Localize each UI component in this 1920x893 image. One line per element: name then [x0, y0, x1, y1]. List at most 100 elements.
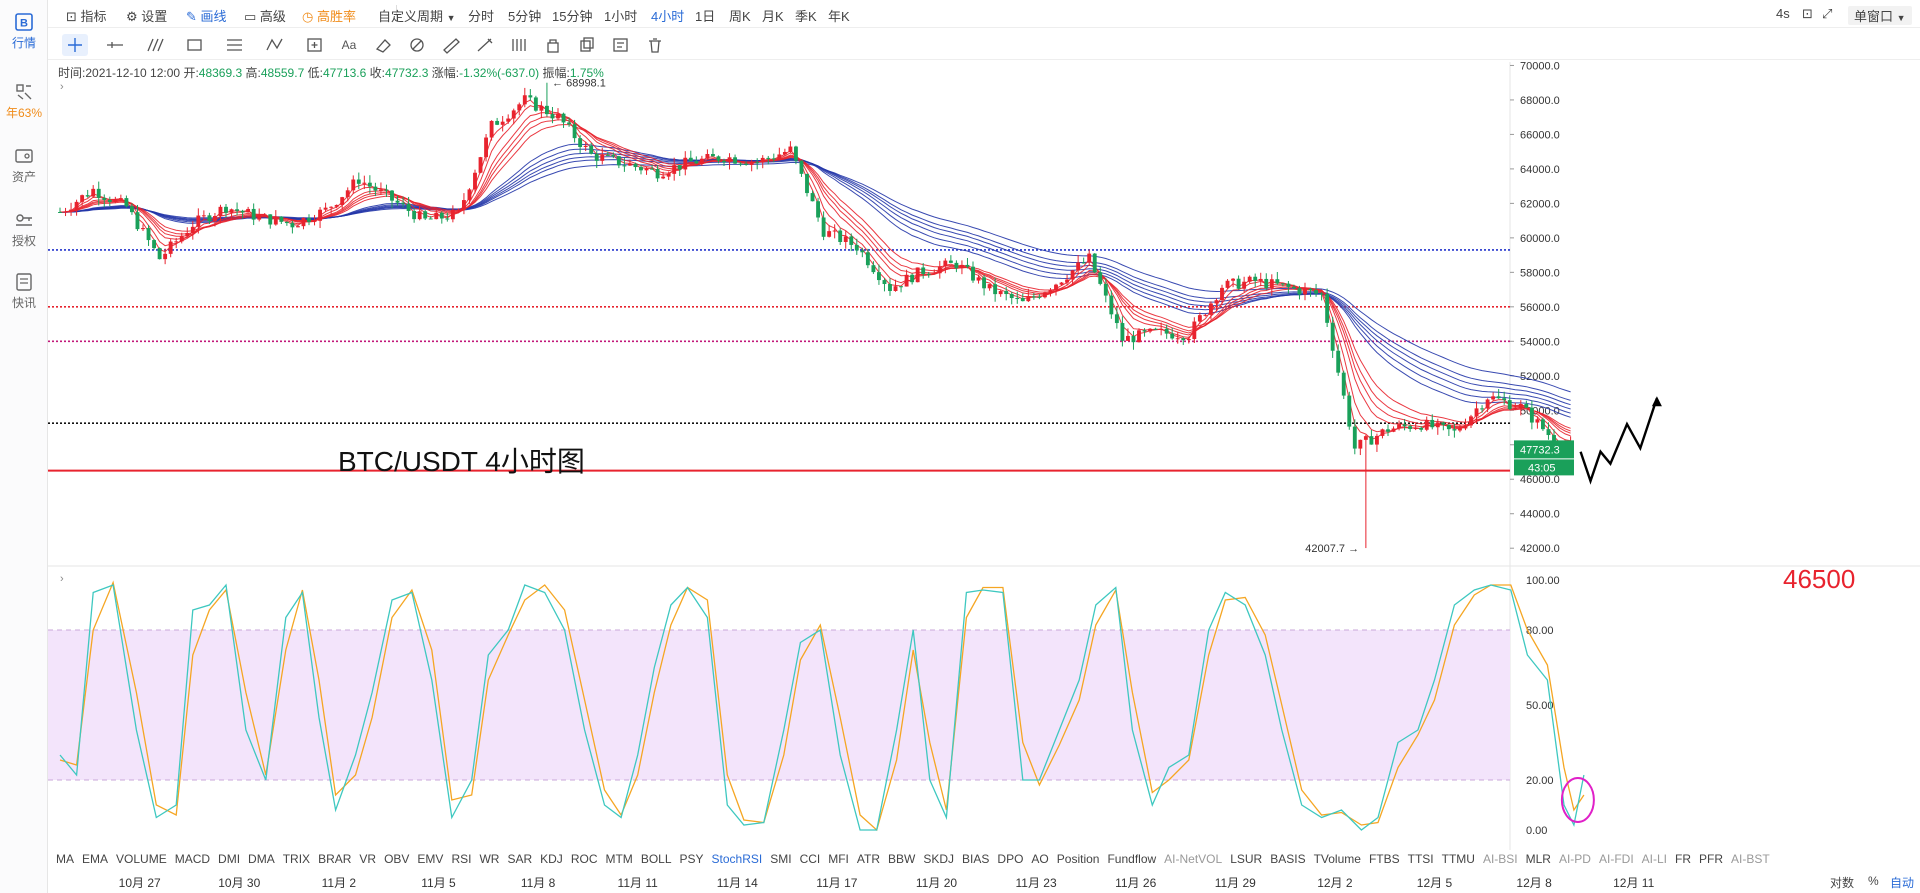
period-tab[interactable]: 1日 [695, 9, 716, 24]
indicator-tab[interactable]: CCI [799, 852, 821, 866]
indicator-tab[interactable]: BRAR [318, 852, 352, 866]
settings-button[interactable]: ⚙ 设置 [126, 6, 167, 25]
period-tab-active[interactable]: 4小时 [651, 9, 685, 24]
win-rate-button[interactable]: ◷ 高胜率 [302, 6, 356, 25]
screenshot-icon[interactable]: ⊡ [1802, 6, 1813, 21]
horizontal-line-tool[interactable] [102, 34, 128, 56]
period-tab[interactable]: 周K [729, 9, 751, 24]
delete-tool[interactable] [642, 34, 668, 56]
candle-body [722, 160, 726, 163]
indicators-button[interactable]: ⊡ 指标 [66, 6, 107, 25]
indicator-tab[interactable]: OBV [384, 852, 410, 866]
indicator-tab[interactable]: VOLUME [116, 852, 167, 866]
eraser-tool[interactable] [370, 34, 396, 56]
nav-item-market[interactable]: B 行情 [0, 12, 48, 51]
lock-tool[interactable] [540, 34, 566, 56]
indicator-tab[interactable]: AI-NetVOL [1164, 852, 1223, 866]
indicator-tab[interactable]: MLR [1525, 852, 1551, 866]
nav-item-news[interactable]: 快讯 [0, 272, 48, 311]
indicator-tab[interactable]: BASIS [1270, 852, 1306, 866]
nav-item-strategy[interactable]: 年63% [0, 82, 48, 121]
indicator-tab[interactable]: BOLL [640, 852, 672, 866]
copy-tool[interactable] [574, 34, 600, 56]
indicator-tab[interactable]: MACD [174, 852, 211, 866]
indicator-tab[interactable]: TVolume [1313, 852, 1361, 866]
indicator-tab[interactable]: FR [1675, 852, 1691, 866]
period-tab[interactable]: 5分钟 [508, 9, 542, 24]
indicator-tab[interactable]: SKDJ [923, 852, 955, 866]
indicator-tab[interactable]: PFR [1699, 852, 1723, 866]
window-mode-dropdown[interactable]: 单窗口 ▼ [1848, 6, 1912, 25]
period-tab[interactable]: 15分钟 [552, 9, 593, 24]
refresh-interval[interactable]: 4s [1776, 6, 1790, 21]
indicator-tab[interactable]: MFI [828, 852, 849, 866]
indicator-tab[interactable]: AI-BST [1731, 852, 1770, 866]
indicator-tab[interactable]: DPO [997, 852, 1024, 866]
indicator-tab[interactable]: DMA [248, 852, 275, 866]
period-tab[interactable]: 分时 [468, 9, 495, 24]
indicator-tab[interactable]: AI-LI [1641, 852, 1667, 866]
indicator-tab[interactable]: PSY [679, 852, 704, 866]
indicator-tab[interactable]: SAR [507, 852, 533, 866]
pattern-tool[interactable] [262, 34, 288, 56]
rectangle-tool[interactable] [182, 34, 208, 56]
candle-body [1336, 350, 1341, 373]
price-chart[interactable]: 70000.0 68000.0 66000.0 64000.0 62000.0 60000… [48, 62, 1920, 872]
indicator-tab[interactable]: TRIX [282, 852, 311, 866]
indicator-tab[interactable]: LSUR [1230, 852, 1263, 866]
indicator-tab[interactable]: TTSI [1407, 852, 1434, 866]
ruler-tool[interactable] [438, 34, 464, 56]
indicator-tab[interactable]: BIAS [962, 852, 990, 866]
indicator-tab[interactable]: StochRSI [711, 852, 763, 866]
indicator-tab[interactable]: TTMU [1441, 852, 1475, 866]
fib-tool[interactable] [222, 34, 248, 56]
brush-tool[interactable] [472, 34, 498, 56]
text-tool[interactable]: Aa [336, 34, 362, 56]
measure-tool[interactable] [302, 34, 328, 56]
custom-period-dropdown[interactable]: 自定义周期 ▼ [378, 6, 456, 25]
indicator-tab[interactable]: DMI [218, 852, 241, 866]
indicator-tab[interactable]: WR [479, 852, 500, 866]
percent-scale-button[interactable]: % [1868, 874, 1879, 888]
compare-tool[interactable] [506, 34, 532, 56]
crosshair-tool[interactable] [62, 34, 88, 56]
advanced-button[interactable]: ▭ 高级 [244, 6, 286, 25]
template-tool[interactable] [608, 34, 634, 56]
nav-item-assets[interactable]: 资产 [0, 146, 48, 185]
indicator-tab[interactable]: EMV [417, 852, 444, 866]
fullscreen-icon[interactable]: ⤢ [1822, 6, 1833, 21]
period-tab[interactable]: 月K [762, 9, 784, 24]
auto-scale-button[interactable]: 自动 [1890, 876, 1915, 890]
period-tab[interactable]: 季K [795, 9, 817, 24]
indicator-tab[interactable]: AI-BSI [1482, 852, 1518, 866]
indicator-tab[interactable]: BBW [888, 852, 916, 866]
period-tab[interactable]: 年K [828, 9, 850, 24]
indicator-tab[interactable]: FTBS [1368, 852, 1400, 866]
period-tab[interactable]: 1小时 [604, 9, 638, 24]
indicator-tab[interactable]: SMI [770, 852, 792, 866]
indicator-tab[interactable]: Position [1056, 852, 1100, 866]
candle-body [135, 212, 140, 230]
candle-body [583, 145, 588, 147]
indicator-tab[interactable]: ATR [856, 852, 881, 866]
indicator-tab[interactable]: AI-FDI [1598, 852, 1634, 866]
indicator-tab[interactable]: EMA [82, 852, 109, 866]
nav-item-authorize[interactable]: 授权 [0, 210, 48, 249]
indicator-tab[interactable]: AO [1031, 852, 1049, 866]
indicator-tab[interactable]: AI-PD [1558, 852, 1591, 866]
indicator-tab[interactable]: VR [359, 852, 377, 866]
price-tick-label: 68000.0 [1520, 95, 1560, 107]
log-scale-button[interactable]: 对数 [1830, 876, 1855, 890]
indicator-tab[interactable]: KDJ [540, 852, 563, 866]
indicator-tab[interactable]: Fundflow [1107, 852, 1157, 866]
candle-body [517, 104, 522, 111]
indicator-tab[interactable]: MTM [605, 852, 633, 866]
draw-button[interactable]: ✎ 画线 [186, 6, 227, 25]
magnet-tool[interactable] [404, 34, 430, 56]
trend-line-tool[interactable] [142, 34, 168, 56]
indicator-tab[interactable]: ROC [570, 852, 598, 866]
chart-area[interactable]: 70000.0 68000.0 66000.0 64000.0 62000.0 60000… [48, 62, 1920, 893]
indicator-tab[interactable]: MA [56, 852, 74, 866]
indicator-tab[interactable]: RSI [451, 852, 472, 866]
lock-icon [547, 39, 559, 53]
